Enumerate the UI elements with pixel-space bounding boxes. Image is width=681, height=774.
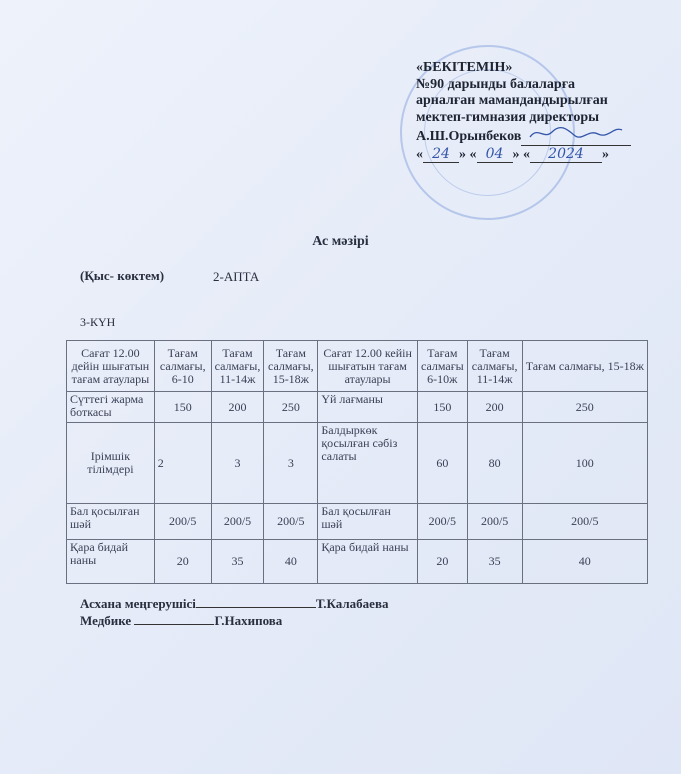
table-row: Қара бидай наны 20 35 40 Қара бидай наны 20 35… — [66, 539, 649, 584]
dish-name-cell: Балдыркөк қосылған сәбіз салаты — [317, 422, 418, 504]
date-year: 2024 — [530, 146, 602, 163]
weight-cell: 20 — [153, 539, 212, 584]
weight-cell: 40 — [263, 539, 319, 584]
approval-heading: «БЕКІТЕМІН» — [416, 60, 513, 75]
menu-table: Сағат 12.00 дейін шығатын тағам атаулары… — [66, 340, 649, 584]
dish-name-cell: Қара бидай наны — [66, 539, 155, 584]
weight-cell: 2 — [153, 422, 212, 504]
nurse-label: Медбике — [80, 613, 132, 628]
day-label: 3-КҮН — [80, 315, 116, 329]
dish-name-cell: Бал қосылған шәй — [317, 503, 418, 540]
weight-cell: 200 — [210, 391, 265, 423]
table-row: Бал қосылған шәй 200/5 200/5 200/5 Бал қосыл… — [66, 503, 649, 540]
weight-cell: 200/5 — [263, 503, 319, 540]
weight-cell: 150 — [153, 391, 212, 423]
column-header: Сағат 12.00 кейін шығатын тағам атаулары — [317, 340, 418, 392]
column-header: Тағам салмағы, 15-18ж — [521, 340, 649, 392]
approval-line: мектеп-гимназия директоры — [416, 109, 600, 125]
cook-label: Асхана меңгерушісі — [80, 596, 196, 611]
weight-cell: 35 — [210, 539, 265, 584]
nurse-signature — [134, 612, 215, 625]
approval-date: «24» «04» «2024» — [416, 145, 609, 163]
weight-cell: 60 — [416, 422, 468, 504]
dish-name-cell: Бал қосылған шәй — [66, 503, 155, 540]
weight-cell: 200/5 — [521, 503, 649, 540]
weight-cell: 35 — [466, 539, 523, 584]
weight-cell: 250 — [521, 391, 649, 423]
approval-line: №90 дарынды балаларға — [416, 76, 576, 92]
column-header: Тағам салмағы 6-10ж — [416, 340, 468, 392]
column-header: Тағам салмағы, 6-10 — [153, 340, 212, 392]
column-header: Тағам салмағы, 11-14ж — [210, 340, 265, 392]
table-row: Сүттегі жарма боткасы 150 200 250 Үй лағманы… — [66, 391, 649, 423]
weight-cell: 20 — [416, 539, 468, 584]
weight-cell: 200 — [466, 391, 523, 423]
cook-signature — [195, 595, 316, 608]
director-name: А.Ш.Орынбеков — [416, 129, 522, 144]
weight-cell: 200/5 — [210, 503, 265, 540]
nurse-name: Г.Нахипова — [214, 613, 283, 628]
cook-signature-line: Асхана меңгерушісі Т.Калабаева — [80, 595, 388, 612]
weight-cell: 80 — [466, 422, 523, 504]
director-signature — [521, 126, 632, 146]
weight-cell: 200/5 — [466, 503, 523, 540]
weight-cell: 40 — [521, 539, 649, 584]
column-header: Тағам салмағы, 11-14ж — [466, 340, 523, 392]
director-line: А.Ш.Орынбеков — [416, 126, 632, 146]
official-stamp — [400, 45, 575, 220]
weight-cell: 3 — [210, 422, 265, 504]
weight-cell: 150 — [416, 391, 468, 423]
weight-cell: 200/5 — [416, 503, 468, 540]
dish-name-cell: Сүттегі жарма боткасы — [66, 391, 155, 423]
cook-name: Т.Калабаева — [315, 596, 389, 611]
nurse-signature-line: Медбике Г.Нахипова — [80, 612, 388, 629]
weight-cell: 3 — [263, 422, 319, 504]
weight-cell: 200/5 — [153, 503, 212, 540]
season-label: (Қыс- көктем) — [80, 268, 165, 283]
dish-name-cell: Ірімшік тілімдері — [66, 422, 155, 504]
page-title: Ас мәзірі — [312, 234, 369, 249]
date-day: 24 — [423, 146, 459, 163]
table-row: Ірімшік тілімдері 2 3 3 Балдыркөк қосылған с… — [66, 422, 649, 504]
approval-block: «БЕКІТЕМІН» №90 дарынды балаларға арналғ… — [416, 60, 632, 163]
column-header: Тағам салмағы, 15-18ж — [263, 340, 319, 392]
dish-name-cell: Қара бидай наны — [317, 539, 418, 584]
table-header-row: Сағат 12.00 дейін шығатын тағам атаулары… — [66, 340, 649, 392]
approval-line: арналған мамандандырылған — [416, 93, 608, 108]
signatures: Асхана меңгерушісі Т.Калабаева Медбике Г.… — [80, 595, 388, 629]
dish-name-cell: Үй лағманы — [317, 391, 418, 423]
weight-cell: 250 — [263, 391, 319, 423]
weight-cell: 100 — [521, 422, 649, 504]
column-header: Сағат 12.00 дейін шығатын тағам атаулары — [66, 340, 155, 392]
date-month: 04 — [476, 146, 513, 163]
week-label: 2-АПТА — [213, 269, 260, 284]
